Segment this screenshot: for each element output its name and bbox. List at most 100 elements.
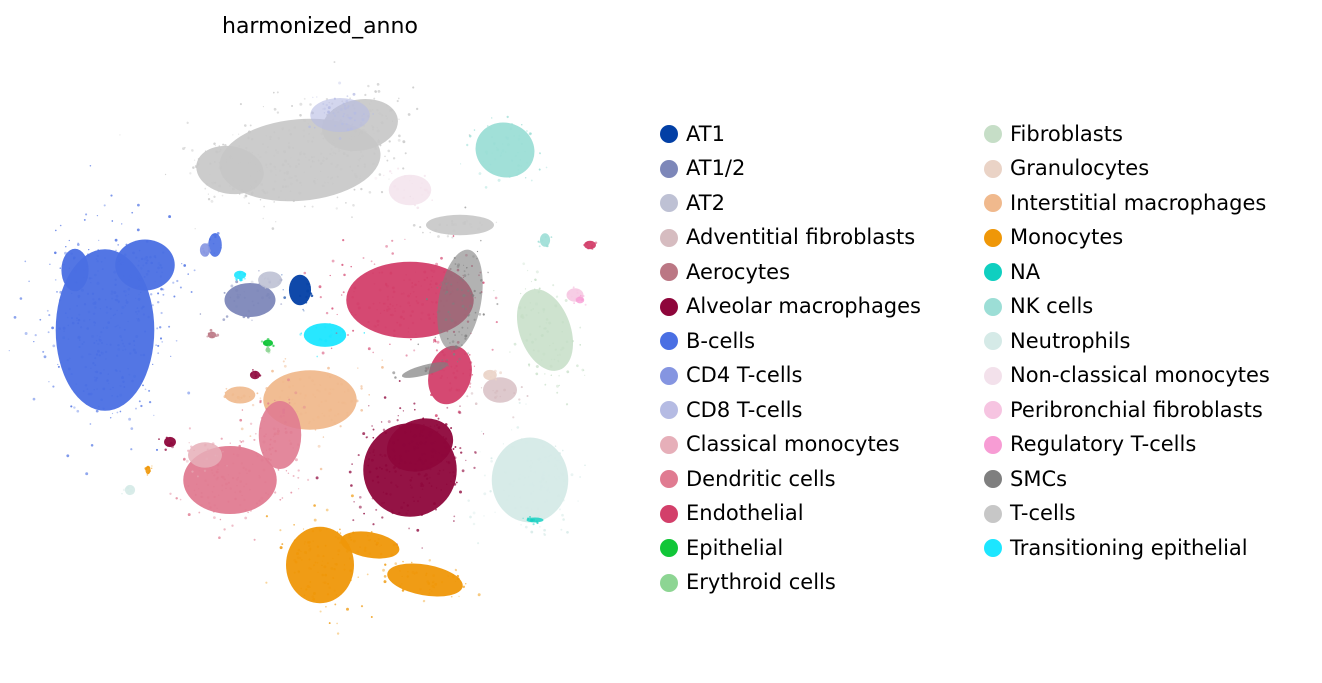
cell-point [272,345,275,347]
cell-point [282,408,286,412]
cell-point [259,169,262,172]
cell-point [304,205,306,208]
cell-point [378,302,381,304]
cell-point [425,441,428,443]
cell-point [339,108,343,111]
cell-point [85,213,88,216]
cell-point [381,359,383,361]
cell-point [293,539,296,542]
cell-point [96,254,99,258]
cell-point [294,165,298,168]
cell-point [256,392,259,395]
cell-point [135,407,137,410]
cell-point [143,257,147,261]
cell-point [407,570,409,573]
cell-point [523,306,527,309]
cell-point [537,349,540,353]
cell-point [367,458,371,461]
cell-point [132,339,136,343]
cell-point [258,270,260,272]
cell-point [438,469,441,472]
cell-point [422,231,424,234]
cell-point [376,475,379,479]
cell-point [311,529,315,533]
cell-point [86,327,89,330]
cell-point [461,326,464,329]
cell-point [254,180,258,183]
cell-point [530,492,533,495]
cell-point [379,552,383,556]
cell-point [221,165,225,169]
cell-point [339,528,341,531]
cell-point [88,248,90,251]
cell-point [235,288,239,292]
cell-point [407,301,411,305]
legend-swatch [660,539,678,558]
cell-point [135,256,138,259]
cell-point [436,340,440,344]
cell-point [300,332,303,334]
cell-point [557,359,559,362]
legend-item: NA [984,255,1270,290]
cell-point [394,562,398,565]
cell-point [132,348,136,352]
cell-point [570,473,574,477]
cell-point [265,408,268,411]
cell-point [264,343,267,346]
cell-point [188,427,191,430]
cell-point [127,279,131,282]
cell-point [243,296,246,299]
cell-point [305,295,308,299]
cell-point [526,517,530,520]
cell-point [230,284,234,288]
cell-point [236,453,240,457]
cell-point [441,581,444,584]
cell-point [419,441,423,445]
cell-point [333,568,336,571]
cell-point [297,476,300,479]
cell-point [424,369,428,373]
cell-point [538,287,541,290]
cell-point [555,478,558,481]
cell-point [130,448,133,451]
cell-point [522,475,524,477]
cell-point [138,293,140,296]
cell-point [351,539,353,541]
cell-point [297,548,301,552]
cell-point [206,448,209,451]
cell-point [540,334,543,337]
cell-point [208,249,211,253]
cell-point [137,318,140,320]
cell-point [319,344,322,346]
cell-point [96,349,100,353]
cell-point [211,331,214,334]
cell-point [269,443,272,446]
cell-point [152,363,154,366]
cell-point [468,314,471,316]
cell-point [538,325,541,328]
cluster-points [158,436,174,452]
cell-point [386,308,388,311]
cell-point [282,411,285,414]
cell-point [254,371,257,373]
cell-point [556,384,559,388]
cell-point [110,194,113,197]
cell-point [453,376,456,379]
cell-point [390,481,393,484]
cell-point [245,483,248,486]
cell-point [465,459,467,462]
cell-point [234,399,237,402]
cell-point [374,540,376,543]
cell-point [145,261,148,265]
cell-point [330,162,333,165]
cell-point [385,245,388,248]
cell-point [197,157,201,161]
cell-point [378,112,382,116]
cell-point [300,559,303,561]
cell-point [407,327,410,329]
cell-point [269,169,273,173]
cell-point [48,314,51,317]
cell-point [170,355,172,358]
cell-point [279,546,283,550]
cell-point [248,162,251,165]
